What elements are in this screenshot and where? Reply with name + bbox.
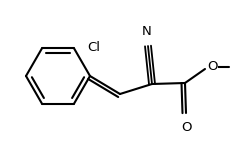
Text: O: O [207, 61, 217, 73]
Text: Cl: Cl [87, 41, 100, 54]
Text: O: O [182, 121, 192, 134]
Text: N: N [142, 25, 152, 38]
